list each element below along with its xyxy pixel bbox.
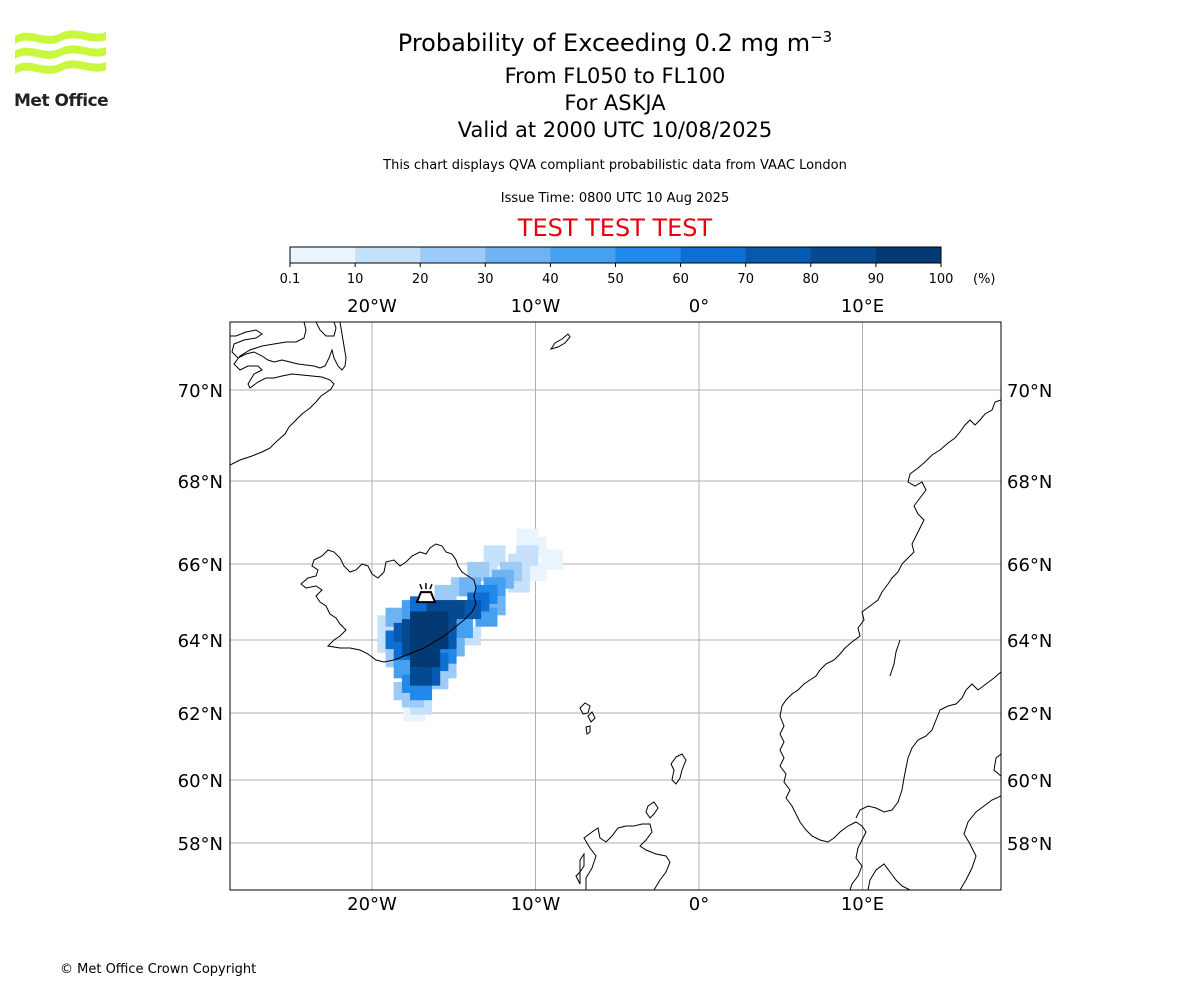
volcano-cone	[415, 591, 437, 604]
colorbar-tick-label: 20	[412, 272, 429, 287]
lat-label-left: 66°N	[178, 555, 223, 576]
probability-cell	[467, 561, 490, 582]
lon-label-bottom: 20°W	[347, 894, 397, 912]
colorbar-tick-label: 40	[542, 272, 559, 287]
valid-time: Valid at 2000 UTC 10/08/2025	[457, 118, 773, 142]
lon-label-top: 0°	[689, 296, 709, 317]
lon-label-bottom: 10°W	[511, 894, 561, 912]
probability-cell	[426, 611, 449, 631]
map-panel: 20°W 20°W 10°W 10°W 0° 0° 10°E 10°E 70°N 70°N 68°N…	[178, 296, 1053, 912]
lon-label-top: 10°E	[841, 296, 884, 317]
lat-label-left: 60°N	[178, 771, 223, 792]
chart-description: This chart displays QVA compliant probab…	[383, 158, 847, 173]
colorbar-tick-label: 80	[803, 272, 820, 287]
coastline-scotland	[583, 823, 671, 890]
lon-label-top: 20°W	[347, 296, 397, 317]
volcano-line: For ASKJA	[564, 91, 666, 115]
axis-labels: 20°W 20°W 10°W 10°W 0° 0° 10°E 10°E 70°N 70°N 68°N…	[178, 296, 1053, 912]
colorbar-segment	[810, 247, 877, 263]
lat-label-left: 64°N	[178, 631, 223, 652]
colorbar-segment	[615, 247, 682, 263]
lat-label-right: 60°N	[1007, 771, 1052, 792]
probability-cell	[418, 649, 441, 668]
coastline-greenland	[230, 322, 347, 466]
colorbar-tick-label: 90	[868, 272, 885, 287]
map-frame	[229, 321, 1002, 891]
title-main: Probability of Exceeding 0.2 mg m	[397, 29, 811, 57]
coastline-shetland	[670, 753, 687, 785]
colorbar-segment	[875, 247, 942, 263]
coastline-orkney	[645, 801, 659, 819]
lat-label-left: 68°N	[178, 472, 223, 493]
copyright-notice: © Met Office Crown Copyright	[60, 962, 257, 977]
chart-title: Probability of Exceeding 0.2 mg m−3	[0, 28, 1200, 57]
coastline-scandinavia	[779, 399, 1001, 890]
probability-cell	[410, 667, 433, 686]
volcano-plume-lines	[419, 583, 433, 590]
coastline-iceland	[300, 543, 477, 663]
title-superscript: −3	[810, 28, 833, 46]
lon-label-bottom: 0°	[689, 894, 709, 912]
colorbar-segment	[290, 247, 356, 263]
lat-label-right: 70°N	[1007, 381, 1052, 402]
coastline-hebrides	[575, 852, 585, 885]
issue-time: Issue Time: 0800 UTC 10 Aug 2025	[500, 191, 730, 206]
colorbar-segment	[355, 247, 421, 263]
lat-label-right: 64°N	[1007, 631, 1052, 652]
coastline-norway-interior	[855, 639, 1001, 819]
colorbar-tick-label: 30	[477, 272, 494, 287]
colorbar-tick-label: 10	[347, 272, 364, 287]
volcano-marker-icon	[415, 583, 437, 604]
probability-cell	[434, 584, 457, 604]
level-range: From FL050 to FL100	[504, 64, 726, 88]
lat-label-right: 62°N	[1007, 704, 1052, 725]
met-office-logo: Met Office	[14, 28, 109, 114]
logo-text: Met Office	[14, 91, 109, 111]
lon-label-top: 10°W	[511, 296, 561, 317]
lat-label-left: 62°N	[178, 704, 223, 725]
colorbar-unit-label: (%)	[973, 272, 996, 287]
colorbar-tick-label: 60	[672, 272, 689, 287]
colorbar-segment	[550, 247, 616, 263]
lat-label-right: 68°N	[1007, 472, 1052, 493]
probability-cell	[410, 630, 433, 650]
lat-label-right: 58°N	[1007, 834, 1052, 855]
colorbar-segment	[745, 247, 812, 263]
coastline-faroes	[579, 702, 596, 735]
test-banner: TEST TEST TEST	[517, 214, 713, 242]
coastline-jan-mayen	[549, 333, 571, 350]
colorbar-tick-label: 50	[607, 272, 624, 287]
colorbar-segment	[680, 247, 747, 263]
coastlines	[230, 322, 1001, 890]
graticule	[230, 322, 1001, 890]
lat-label-left: 58°N	[178, 834, 223, 855]
colorbar-segment	[420, 247, 486, 263]
lat-label-right: 66°N	[1007, 555, 1052, 576]
met-office-wave-logo	[15, 30, 106, 74]
colorbar-segment	[485, 247, 551, 263]
colorbar-tick-label: 100	[929, 272, 954, 287]
probability-cell	[410, 681, 433, 701]
lon-label-bottom: 10°E	[841, 894, 884, 912]
colorbar-legend: 0.1 10 20 30 40 50 60 70 80 90 100 (%)	[280, 246, 996, 287]
probability-cell	[483, 545, 506, 566]
colorbar-tick-label: 70	[737, 272, 754, 287]
colorbar-tick-label: 0.1	[280, 272, 301, 287]
lat-label-left: 70°N	[178, 381, 223, 402]
